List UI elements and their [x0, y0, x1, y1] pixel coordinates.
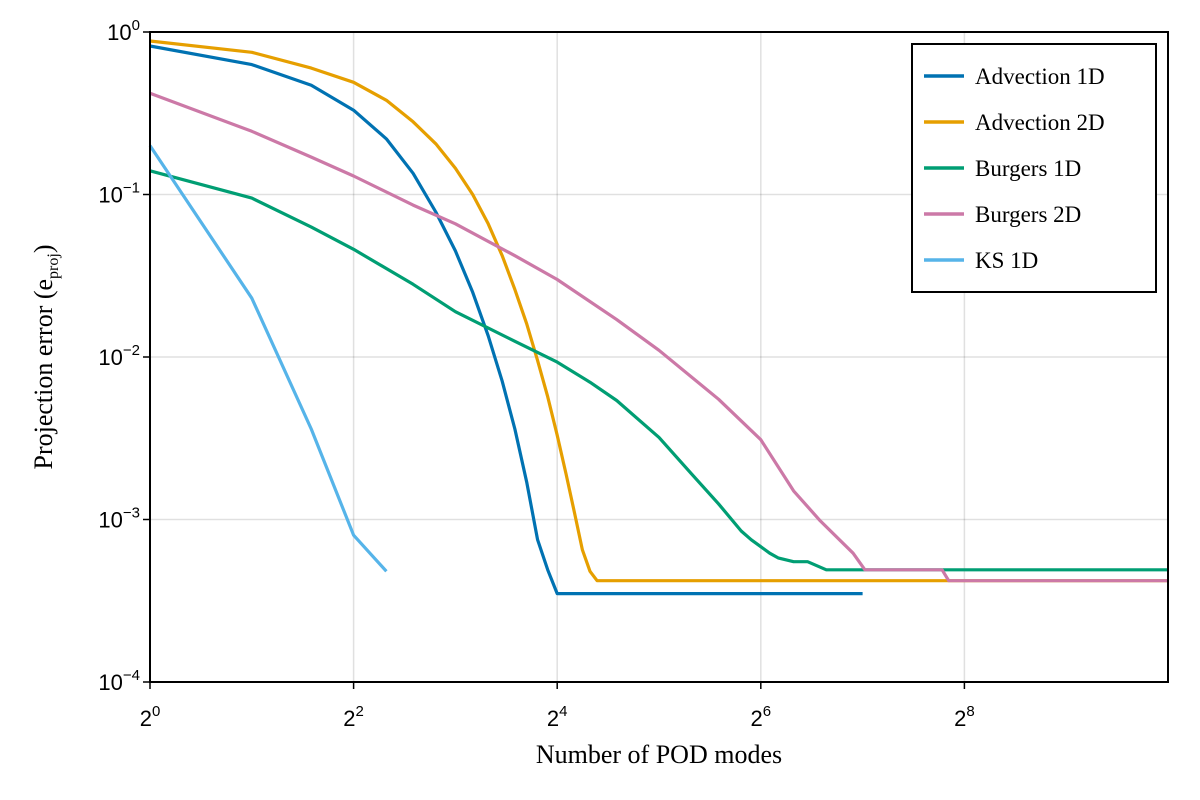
series-line-advection-1d	[149, 44, 863, 596]
y-tick-label: 10−4	[98, 667, 140, 695]
x-tick-exponent: 4	[559, 703, 567, 720]
y-axis-title: Projection error (eproj)	[29, 244, 62, 469]
x-tick-exponent: 0	[152, 703, 160, 720]
x-tick-label: 24	[547, 703, 568, 731]
series-line-advection-2d	[149, 39, 1168, 583]
legend-entry-label: Advection 1D	[975, 64, 1105, 89]
series-line-ks-1d	[148, 144, 388, 573]
y-axis-title-subscript: proj	[45, 253, 62, 279]
y-tick-exponent: −4	[123, 667, 140, 684]
x-tick-base: 2	[343, 706, 355, 731]
legend-entry-label: Burgers 2D	[975, 202, 1081, 227]
y-tick-label: 10−1	[98, 180, 140, 208]
y-tick-label: 10−3	[98, 505, 140, 533]
y-axis-title-main: Projection error (e	[29, 279, 58, 470]
y-tick-exponent: 0	[132, 17, 140, 34]
y-tick-exponent: −3	[123, 505, 140, 522]
y-tick-exponent: −1	[123, 180, 140, 197]
y-tick-base: 10	[98, 183, 122, 208]
x-tick-exponent: 6	[763, 703, 771, 720]
y-tick-label: 100	[107, 17, 140, 45]
x-tick-base: 2	[547, 706, 559, 731]
legend-entry-label: KS 1D	[975, 248, 1038, 273]
y-tick-base: 10	[98, 345, 122, 370]
y-tick-base: 10	[98, 670, 122, 695]
y-tick-exponent: −2	[123, 342, 140, 359]
y-tick-label: 10−2	[98, 342, 140, 370]
x-axis-title: Number of POD modes	[536, 740, 782, 769]
x-tick-label: 22	[343, 703, 364, 731]
series-line-burgers-1d	[149, 169, 1168, 572]
series-lines	[148, 39, 1168, 596]
x-tick-label: 20	[140, 703, 161, 731]
y-tick-base: 10	[98, 508, 122, 533]
x-tick-exponent: 2	[356, 703, 364, 720]
x-tick-base: 2	[751, 706, 763, 731]
y-tick-base: 10	[107, 20, 131, 45]
series-line-burgers-2d	[149, 91, 1168, 583]
x-tick-exponent: 8	[966, 703, 974, 720]
y-axis-title-close: )	[29, 244, 58, 253]
x-tick-label: 28	[954, 703, 975, 731]
legend-entry-label: Advection 2D	[975, 110, 1105, 135]
legend-entry-label: Burgers 1D	[975, 156, 1081, 181]
x-tick-label: 26	[751, 703, 772, 731]
x-tick-base: 2	[140, 706, 152, 731]
legend: Advection 1D Advection 2D Burgers 1D Burger…	[911, 43, 1157, 293]
x-tick-base: 2	[954, 706, 966, 731]
